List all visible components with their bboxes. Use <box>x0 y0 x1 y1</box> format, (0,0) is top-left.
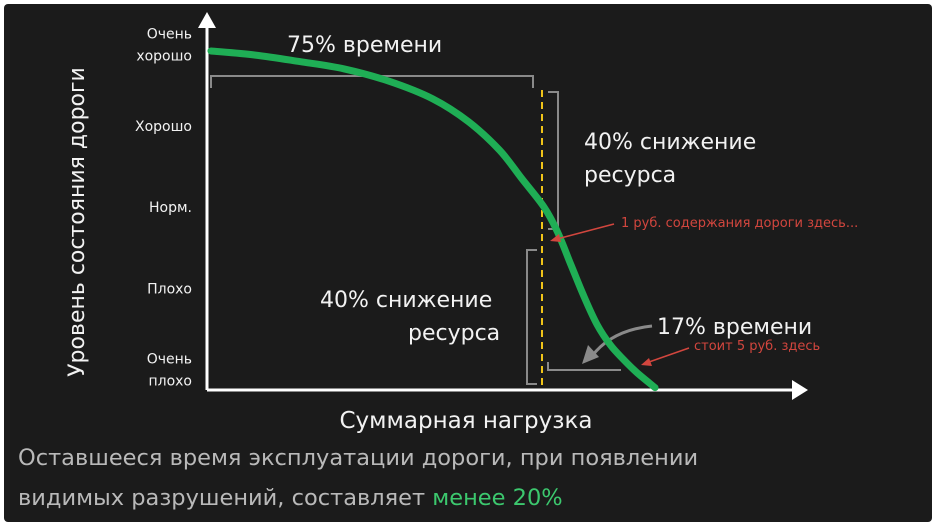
note-2: стоит 5 руб. здесь <box>694 339 820 354</box>
bracket-resource-lower <box>526 249 537 385</box>
label-75-time: 75% времени <box>287 33 442 58</box>
label-resource-lower-2: ресурса <box>408 321 500 346</box>
caption-line-2: видимых разрушений, составляет менее 20% <box>18 478 918 518</box>
caption-line-2-text: видимых разрушений, составляет <box>18 485 433 511</box>
y-axis-title: Уровень состояния дороги <box>65 67 90 377</box>
note-arrow-1 <box>556 223 615 240</box>
road-condition-chart: Уровень состояния дороги Суммарная нагру… <box>65 12 858 434</box>
note-arrow-1-head <box>550 234 561 242</box>
y-tick-label: Норм. <box>149 200 192 216</box>
caption-highlight: менее 20% <box>432 485 563 511</box>
bracket-resource-upper <box>548 91 559 230</box>
label-resource-upper-2: ресурса <box>584 163 676 188</box>
x-axis-arrow <box>792 380 808 400</box>
y-tick-label: плохо <box>148 374 192 390</box>
note-arrow-2 <box>648 347 690 363</box>
y-tick-label: Очень <box>147 352 192 368</box>
label-resource-lower-1: 40% снижение <box>320 288 492 313</box>
caption-line-1: Оставшееся время эксплуатации дороги, пр… <box>18 445 699 471</box>
note-arrow-2-head <box>641 358 652 366</box>
caption: Оставшееся время эксплуатации дороги, пр… <box>18 438 918 518</box>
y-tick-labels: Очень хорошо Хорошо Норм. Плохо Очень плохо <box>135 27 192 390</box>
x-axis-title: Суммарная нагрузка <box>340 408 593 434</box>
label-resource-upper-1: 40% снижение <box>584 130 756 155</box>
y-tick-label: Плохо <box>147 281 192 297</box>
arrow-17-time-head <box>582 345 599 364</box>
arrow-17-time <box>590 324 653 357</box>
bracket-17-time <box>547 362 621 371</box>
series-line <box>207 47 659 392</box>
y-axis-arrow <box>198 12 216 28</box>
label-17-time: 17% времени <box>657 315 812 340</box>
note-1: 1 руб. содержания дороги здесь... <box>621 216 858 231</box>
chart-panel: Уровень состояния дороги Суммарная нагру… <box>4 4 932 522</box>
y-tick-label: Хорошо <box>135 119 192 135</box>
y-tick-label: Очень <box>147 27 192 43</box>
y-tick-label: хорошо <box>136 49 192 65</box>
